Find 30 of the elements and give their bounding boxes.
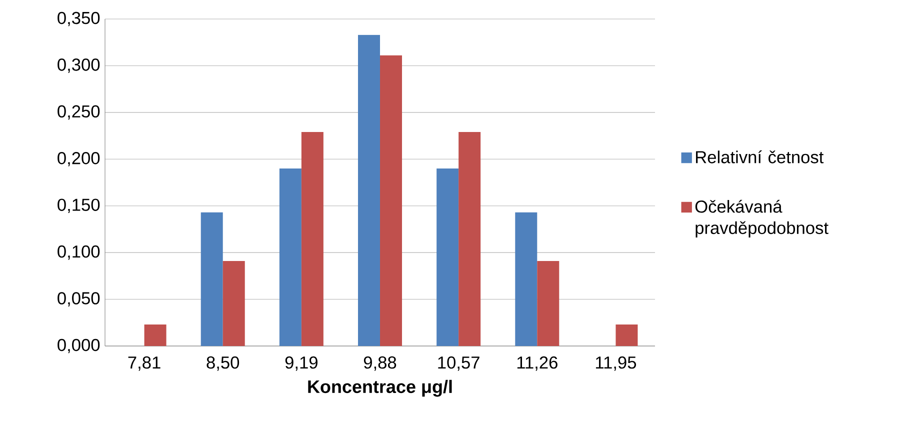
bar [301, 132, 324, 346]
x-tick-label: 11,95 [596, 356, 636, 371]
x-tick-label: 8,50 [206, 356, 240, 371]
bar [279, 168, 302, 346]
bar [144, 324, 166, 346]
bar [200, 212, 223, 346]
legend-label: Relativní četnost [696, 150, 824, 164]
y-tick-label: 0,200 [58, 152, 100, 166]
x-tick-label: 10,57 [438, 356, 480, 371]
bar [222, 260, 245, 346]
y-tick-label: 0,300 [58, 58, 100, 73]
x-tick-label: 11,26 [517, 356, 558, 371]
y-tick-label: 0,350 [58, 12, 100, 26]
y-tick-label: 0,050 [58, 292, 100, 306]
x-tick-label: 9,19 [285, 356, 318, 371]
x-axis-title: Koncentrace μg/l [308, 380, 452, 397]
y-tick-label: 0,000 [58, 338, 100, 354]
bar [515, 212, 538, 346]
x-tick-label: 7,81 [128, 356, 160, 371]
y-tick-label: 0,100 [58, 245, 100, 260]
x-tick-label: 9,88 [364, 356, 396, 371]
bar [537, 260, 560, 346]
legend-label: Očekávaná pravděpodobnost [695, 200, 828, 238]
y-tick-label: 0,250 [58, 105, 100, 120]
bar [358, 34, 380, 346]
bar [458, 132, 481, 346]
y-tick-label: 0,150 [58, 198, 100, 214]
bar [380, 55, 402, 346]
bar [436, 168, 459, 346]
bar [616, 324, 638, 346]
